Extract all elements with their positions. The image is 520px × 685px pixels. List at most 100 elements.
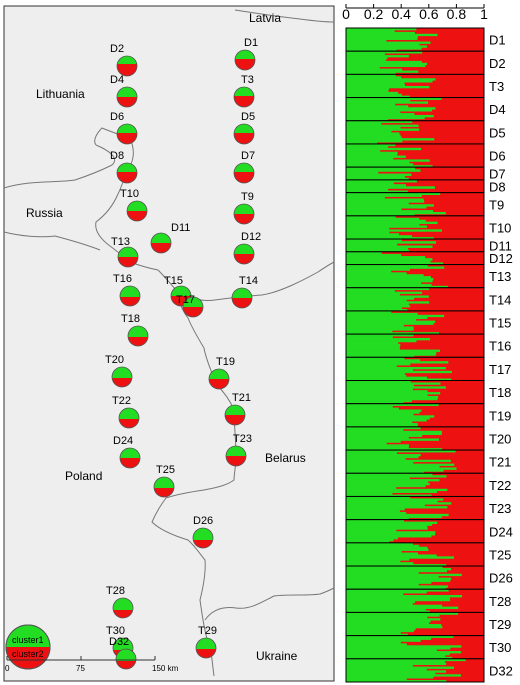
- individual-bar: [346, 51, 423, 54]
- individual-bar: [346, 579, 451, 582]
- individual-bar: [346, 440, 401, 443]
- population-label-t21: T21: [489, 455, 511, 470]
- population-label-d12: D12: [489, 251, 513, 266]
- individual-bar: [346, 295, 429, 298]
- individual-bar: [346, 287, 430, 291]
- population-label-t3: T3: [489, 79, 504, 94]
- individual-bar: [346, 134, 401, 137]
- individual-bar: [346, 604, 443, 608]
- individual-bar: [346, 457, 406, 461]
- individual-bar: [346, 533, 436, 536]
- individual-bar: [346, 589, 449, 592]
- site-pie-t9: T9: [233, 191, 255, 225]
- individual-bar: [346, 448, 443, 451]
- individual-bar: [346, 554, 437, 557]
- bar-group-t18: [345, 380, 485, 405]
- individual-bar: [346, 500, 438, 503]
- individual-bar: [346, 397, 438, 401]
- site-pie-d12: D12: [233, 231, 261, 265]
- site-pie-t28: T28: [106, 585, 134, 619]
- individual-bar: [346, 289, 395, 293]
- population-label-d32: D32: [489, 663, 513, 678]
- individual-bar: [346, 149, 381, 153]
- individual-bar: [346, 382, 441, 385]
- bar-group-t3: [345, 73, 485, 99]
- population-label-t22: T22: [489, 478, 511, 493]
- individual-bar: [346, 627, 416, 631]
- individual-bar: [346, 417, 430, 420]
- individual-bar: [346, 494, 432, 497]
- site-label-t9: T9: [241, 191, 254, 203]
- individual-bar: [346, 84, 406, 87]
- individual-bar: [346, 631, 401, 635]
- site-label-d2: D2: [110, 43, 124, 55]
- site-label-d24: D24: [113, 435, 133, 447]
- bar-group-d24: [345, 519, 485, 544]
- bar-group-d2: [345, 50, 485, 75]
- individual-bar: [346, 672, 436, 675]
- individual-bar: [346, 225, 427, 228]
- bar-group-t30: [345, 635, 485, 660]
- individual-bar: [346, 625, 443, 629]
- individual-bar: [346, 74, 396, 77]
- individual-bar: [346, 169, 421, 172]
- population-label-d1: D1: [489, 33, 506, 48]
- site-pie-t13: T13: [111, 236, 139, 268]
- x-tick-label: 0.8: [447, 6, 467, 22]
- individual-bar: [346, 517, 409, 521]
- site-label-t25: T25: [156, 464, 175, 476]
- individual-bar: [346, 55, 409, 58]
- x-axis: 0 0.2 0.4 0.6 0.8 1: [342, 4, 488, 22]
- population-label-d24: D24: [489, 524, 513, 539]
- individual-bar: [346, 171, 379, 174]
- individual-bar: [346, 307, 402, 310]
- individual-bar: [346, 64, 426, 68]
- individual-bar: [346, 299, 407, 302]
- population-label-d5: D5: [489, 125, 506, 140]
- individual-bar: [346, 546, 428, 550]
- bar-group-t19: [345, 403, 485, 428]
- site-label-t21: T21: [232, 392, 251, 404]
- site-pie-d32: D32: [109, 636, 137, 670]
- individual-bar: [346, 591, 427, 594]
- site-pie-t29: T29: [195, 625, 217, 659]
- individual-bar: [346, 488, 448, 492]
- individual-bar: [346, 438, 439, 441]
- individual-bar: [346, 622, 430, 625]
- individual-bar: [346, 386, 446, 389]
- individual-bar: [346, 676, 434, 679]
- individual-bar: [346, 231, 390, 234]
- individual-bar: [346, 31, 415, 35]
- individual-bar: [346, 428, 404, 432]
- individual-bar: [346, 211, 446, 215]
- individual-bar: [346, 328, 414, 331]
- individual-bar: [346, 424, 418, 428]
- individual-bar: [346, 658, 466, 662]
- population-label-d8: D8: [489, 179, 506, 194]
- individual-bar: [346, 167, 416, 170]
- bar-group-t22: [345, 472, 485, 497]
- individual-bar: [346, 583, 419, 586]
- individual-bar: [346, 506, 448, 509]
- individual-bar: [346, 165, 433, 168]
- individual-bar: [346, 513, 449, 517]
- individual-bar: [346, 409, 422, 412]
- individual-bar: [346, 322, 434, 325]
- individual-bar: [346, 103, 396, 106]
- country-label-ukraine: Ukraine: [256, 649, 298, 663]
- individual-bar: [346, 33, 438, 37]
- individual-bar: [346, 618, 441, 621]
- admixture-bars: [345, 27, 485, 683]
- population-label-d7: D7: [489, 167, 506, 182]
- population-label-d4: D4: [489, 102, 506, 117]
- individual-bar: [346, 552, 418, 555]
- individual-bar: [346, 177, 409, 181]
- individual-bar: [346, 542, 413, 546]
- individual-bar: [346, 155, 406, 158]
- individual-bar: [346, 105, 409, 108]
- scale-tick-75: 75: [76, 664, 85, 673]
- individual-bar: [346, 351, 437, 354]
- individual-bar: [346, 130, 392, 133]
- site-label-d5: D5: [241, 111, 255, 123]
- site-label-t23: T23: [233, 433, 252, 445]
